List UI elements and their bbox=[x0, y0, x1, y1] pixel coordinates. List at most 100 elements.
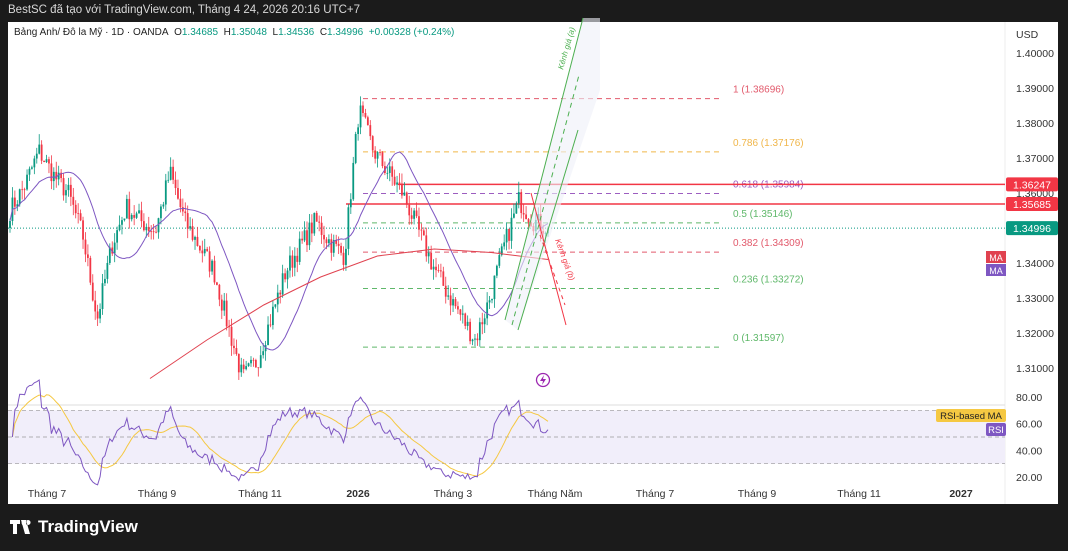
candle-body bbox=[325, 239, 328, 244]
candle-body bbox=[320, 222, 323, 235]
candle-body bbox=[515, 203, 518, 214]
candle-body bbox=[500, 246, 503, 256]
close-label: C bbox=[319, 27, 328, 38]
candle-body bbox=[128, 198, 131, 220]
candle-body bbox=[55, 171, 58, 180]
candle-body bbox=[235, 348, 238, 354]
price-tick: 1.32000 bbox=[1016, 328, 1054, 340]
time-tick: Tháng 7 bbox=[636, 488, 675, 500]
candle-body bbox=[379, 152, 381, 153]
symbol-name: Bảng Anh/ Đô la Mỹ · 1D · OANDA bbox=[14, 27, 169, 38]
candle-body bbox=[491, 299, 493, 301]
candle-body bbox=[257, 367, 260, 369]
candle-body bbox=[50, 163, 53, 182]
rsi-tick: 40.00 bbox=[1016, 445, 1042, 457]
candle-body bbox=[418, 216, 420, 230]
price-tick: 1.39000 bbox=[1016, 83, 1054, 95]
high-label: H bbox=[223, 27, 231, 38]
candle-body bbox=[43, 160, 45, 163]
candle-body bbox=[408, 204, 411, 216]
candle-body bbox=[23, 189, 26, 191]
candle-body bbox=[230, 326, 233, 346]
candle-body bbox=[218, 284, 221, 300]
symbol-legend: Bảng Anh/ Đô la Mỹ · 1D · OANDA O1.34685… bbox=[14, 27, 454, 38]
candle-body bbox=[208, 251, 211, 272]
candle-body bbox=[101, 283, 104, 310]
candle-body bbox=[359, 105, 362, 128]
candle-body bbox=[57, 172, 60, 180]
candle-body bbox=[347, 207, 350, 249]
tradingview-logo: TradingView bbox=[10, 517, 138, 537]
candle-body bbox=[96, 311, 99, 319]
candle-body bbox=[464, 313, 467, 326]
candle-body bbox=[18, 189, 21, 205]
candle-body bbox=[366, 117, 369, 126]
candle-body bbox=[442, 271, 445, 286]
candle-body bbox=[237, 353, 240, 373]
candle-body bbox=[279, 292, 282, 295]
fib-level-label: 0.236 (1.33272) bbox=[733, 274, 804, 285]
candle-body bbox=[476, 338, 479, 341]
candle-body bbox=[157, 218, 160, 233]
close-value: 1.34996 bbox=[327, 27, 364, 38]
candle-body bbox=[72, 196, 75, 205]
candle-body bbox=[310, 222, 313, 234]
candle-body bbox=[84, 239, 87, 255]
time-tick: Tháng 7 bbox=[28, 488, 67, 500]
price-label-text: 1.35685 bbox=[1013, 199, 1051, 211]
candle-body bbox=[140, 210, 143, 222]
candle-body bbox=[177, 188, 179, 199]
candle-body bbox=[362, 105, 364, 114]
candle-body bbox=[306, 230, 308, 246]
candle-body bbox=[357, 127, 360, 135]
candle-body bbox=[164, 180, 167, 205]
candle-body bbox=[118, 224, 121, 231]
fib-level-label: 1 (1.38696) bbox=[733, 85, 784, 96]
candle-body bbox=[405, 192, 408, 205]
candle-body bbox=[371, 136, 374, 151]
tradingview-logo-icon bbox=[10, 520, 31, 534]
rsi-tick: 60.00 bbox=[1016, 419, 1042, 431]
candle-body bbox=[427, 252, 430, 257]
candle-body bbox=[447, 295, 450, 297]
price-label-badge bbox=[1006, 177, 1058, 192]
candle-body bbox=[225, 300, 228, 327]
candle-body bbox=[449, 295, 452, 306]
candle-body bbox=[381, 152, 384, 167]
candle-body bbox=[520, 192, 523, 214]
candle-body bbox=[213, 260, 216, 283]
candle-body bbox=[284, 273, 286, 280]
candle-body bbox=[422, 230, 425, 236]
candle-body bbox=[179, 198, 182, 208]
price-label-text: 1.36247 bbox=[1013, 179, 1051, 191]
candle-body bbox=[194, 236, 196, 240]
candle-body bbox=[145, 226, 148, 231]
candle-body bbox=[354, 134, 357, 163]
channel-b-label: Kênh giá (b) bbox=[553, 238, 576, 282]
candle-body bbox=[106, 262, 109, 279]
candle-body bbox=[369, 125, 372, 137]
price-label-badge bbox=[1006, 197, 1058, 212]
candle-body bbox=[125, 198, 128, 219]
rsi-tag bbox=[986, 423, 1006, 436]
candle-body bbox=[82, 220, 84, 240]
candle-body bbox=[376, 152, 379, 159]
candle-body bbox=[116, 230, 119, 243]
candle-body bbox=[508, 228, 510, 241]
candle-body bbox=[242, 364, 245, 370]
candle-body bbox=[289, 255, 291, 271]
open-value: 1.34685 bbox=[181, 27, 219, 38]
high-value: 1.35048 bbox=[230, 27, 267, 38]
time-tick: 2027 bbox=[949, 488, 973, 500]
candle-body bbox=[432, 266, 435, 270]
candle-body bbox=[505, 228, 508, 243]
candle-body bbox=[211, 260, 213, 272]
time-tick: Tháng 9 bbox=[138, 488, 177, 500]
candle-body bbox=[252, 359, 255, 361]
ma-tag-text: MA bbox=[989, 266, 1003, 276]
candle-body bbox=[274, 304, 277, 307]
candle-body bbox=[233, 345, 235, 349]
time-tick: Tháng 3 bbox=[434, 488, 473, 500]
candle-body bbox=[74, 204, 77, 214]
